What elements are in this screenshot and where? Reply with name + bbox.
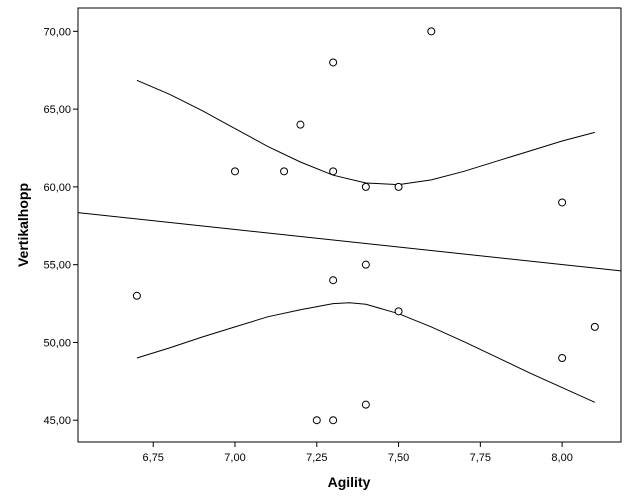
x-tick-label: 8,00 xyxy=(551,452,572,464)
y-tick-label: 55,00 xyxy=(43,260,71,272)
data-point xyxy=(132,291,141,300)
data-point xyxy=(361,260,370,269)
x-axis-ticks: 6,75 7,00 7,25 7,50 7,75 8,00 xyxy=(143,442,573,464)
data-point xyxy=(329,58,338,67)
fit-line xyxy=(77,212,622,272)
y-tick-label: 65,00 xyxy=(43,104,71,116)
y-axis-ticks: 45,00 50,00 55,00 60,00 65,00 70,00 xyxy=(43,26,78,427)
data-point xyxy=(329,416,338,425)
data-point xyxy=(427,27,436,36)
y-tick-label: 60,00 xyxy=(43,182,71,194)
data-point xyxy=(280,167,289,176)
y-tick-label: 45,00 xyxy=(43,415,71,427)
lower-band-line xyxy=(136,302,596,403)
data-point xyxy=(394,182,403,191)
y-tick-label: 70,00 xyxy=(43,26,71,38)
data-points xyxy=(132,27,599,425)
upper-band-line xyxy=(136,79,595,186)
data-point xyxy=(329,167,338,176)
x-tick-label: 7,50 xyxy=(388,452,409,464)
data-point xyxy=(329,276,338,285)
x-tick-label: 7,75 xyxy=(470,452,491,464)
data-point xyxy=(231,167,240,176)
plot-frame xyxy=(77,7,622,443)
x-tick-label: 6,75 xyxy=(143,452,164,464)
y-tick-label: 50,00 xyxy=(43,337,71,349)
data-point xyxy=(361,182,370,191)
y-axis-title: Vertikalhopp xyxy=(15,183,31,267)
data-point xyxy=(296,120,305,129)
x-tick-label: 7,00 xyxy=(224,452,245,464)
data-point xyxy=(394,307,403,316)
data-point xyxy=(361,400,370,409)
data-point xyxy=(590,322,599,331)
data-point xyxy=(558,198,567,207)
data-point xyxy=(558,354,567,362)
fit-lines xyxy=(77,79,622,403)
x-axis-title: Agility xyxy=(328,474,371,490)
data-point xyxy=(312,416,321,425)
x-tick-label: 7,25 xyxy=(306,452,327,464)
